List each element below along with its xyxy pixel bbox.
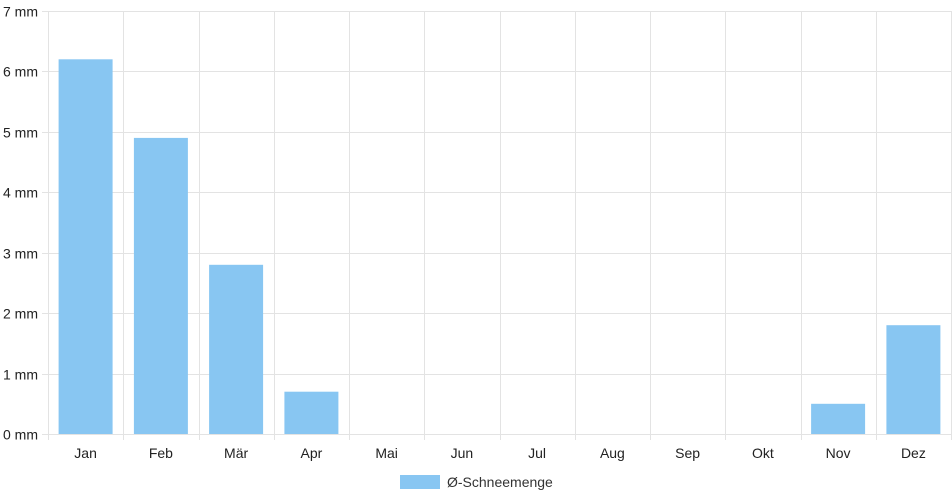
x-tick-label: Sep [675,445,700,461]
grid-lines [42,11,952,440]
x-tick-label: Dez [901,445,926,461]
x-tick-label: Mai [375,445,398,461]
bar-apr[interactable] [284,391,339,434]
legend-label: Ø-Schneemenge [447,474,553,490]
bar-mär[interactable] [209,264,264,434]
x-tick-label: Jan [74,445,97,461]
x-tick-label: Nov [826,445,851,461]
y-tick-label: 2 mm [3,306,38,322]
y-tick-label: 4 mm [3,185,38,201]
y-tick-label: 0 mm [3,427,38,443]
y-tick-label: 3 mm [3,246,38,262]
y-tick-label: 5 mm [3,125,38,141]
y-axis-ticks: 0 mm 1 mm 2 mm 3 mm 4 mm 5 mm 6 mm 7 mm [3,4,38,443]
x-tick-label: Aug [600,445,625,461]
bar-jan[interactable] [58,59,113,435]
bar-nov[interactable] [811,403,866,434]
legend-swatch [400,475,440,489]
x-axis-ticks: Jan Feb Mär Apr Mai Jun Jul Aug Sep Okt Nov Dez [74,445,926,461]
legend[interactable]: Ø-Schneemenge [400,474,553,490]
x-tick-label: Jul [528,445,546,461]
x-tick-label: Jun [451,445,474,461]
x-tick-label: Feb [149,445,173,461]
bar-feb[interactable] [133,137,188,434]
y-tick-label: 7 mm [3,4,38,20]
x-tick-label: Mär [224,445,248,461]
y-tick-label: 1 mm [3,367,38,383]
y-tick-label: 6 mm [3,64,38,80]
x-tick-label: Apr [301,445,323,461]
x-tick-label: Okt [752,445,774,461]
bar-dez[interactable] [886,325,941,434]
bars [58,59,941,435]
